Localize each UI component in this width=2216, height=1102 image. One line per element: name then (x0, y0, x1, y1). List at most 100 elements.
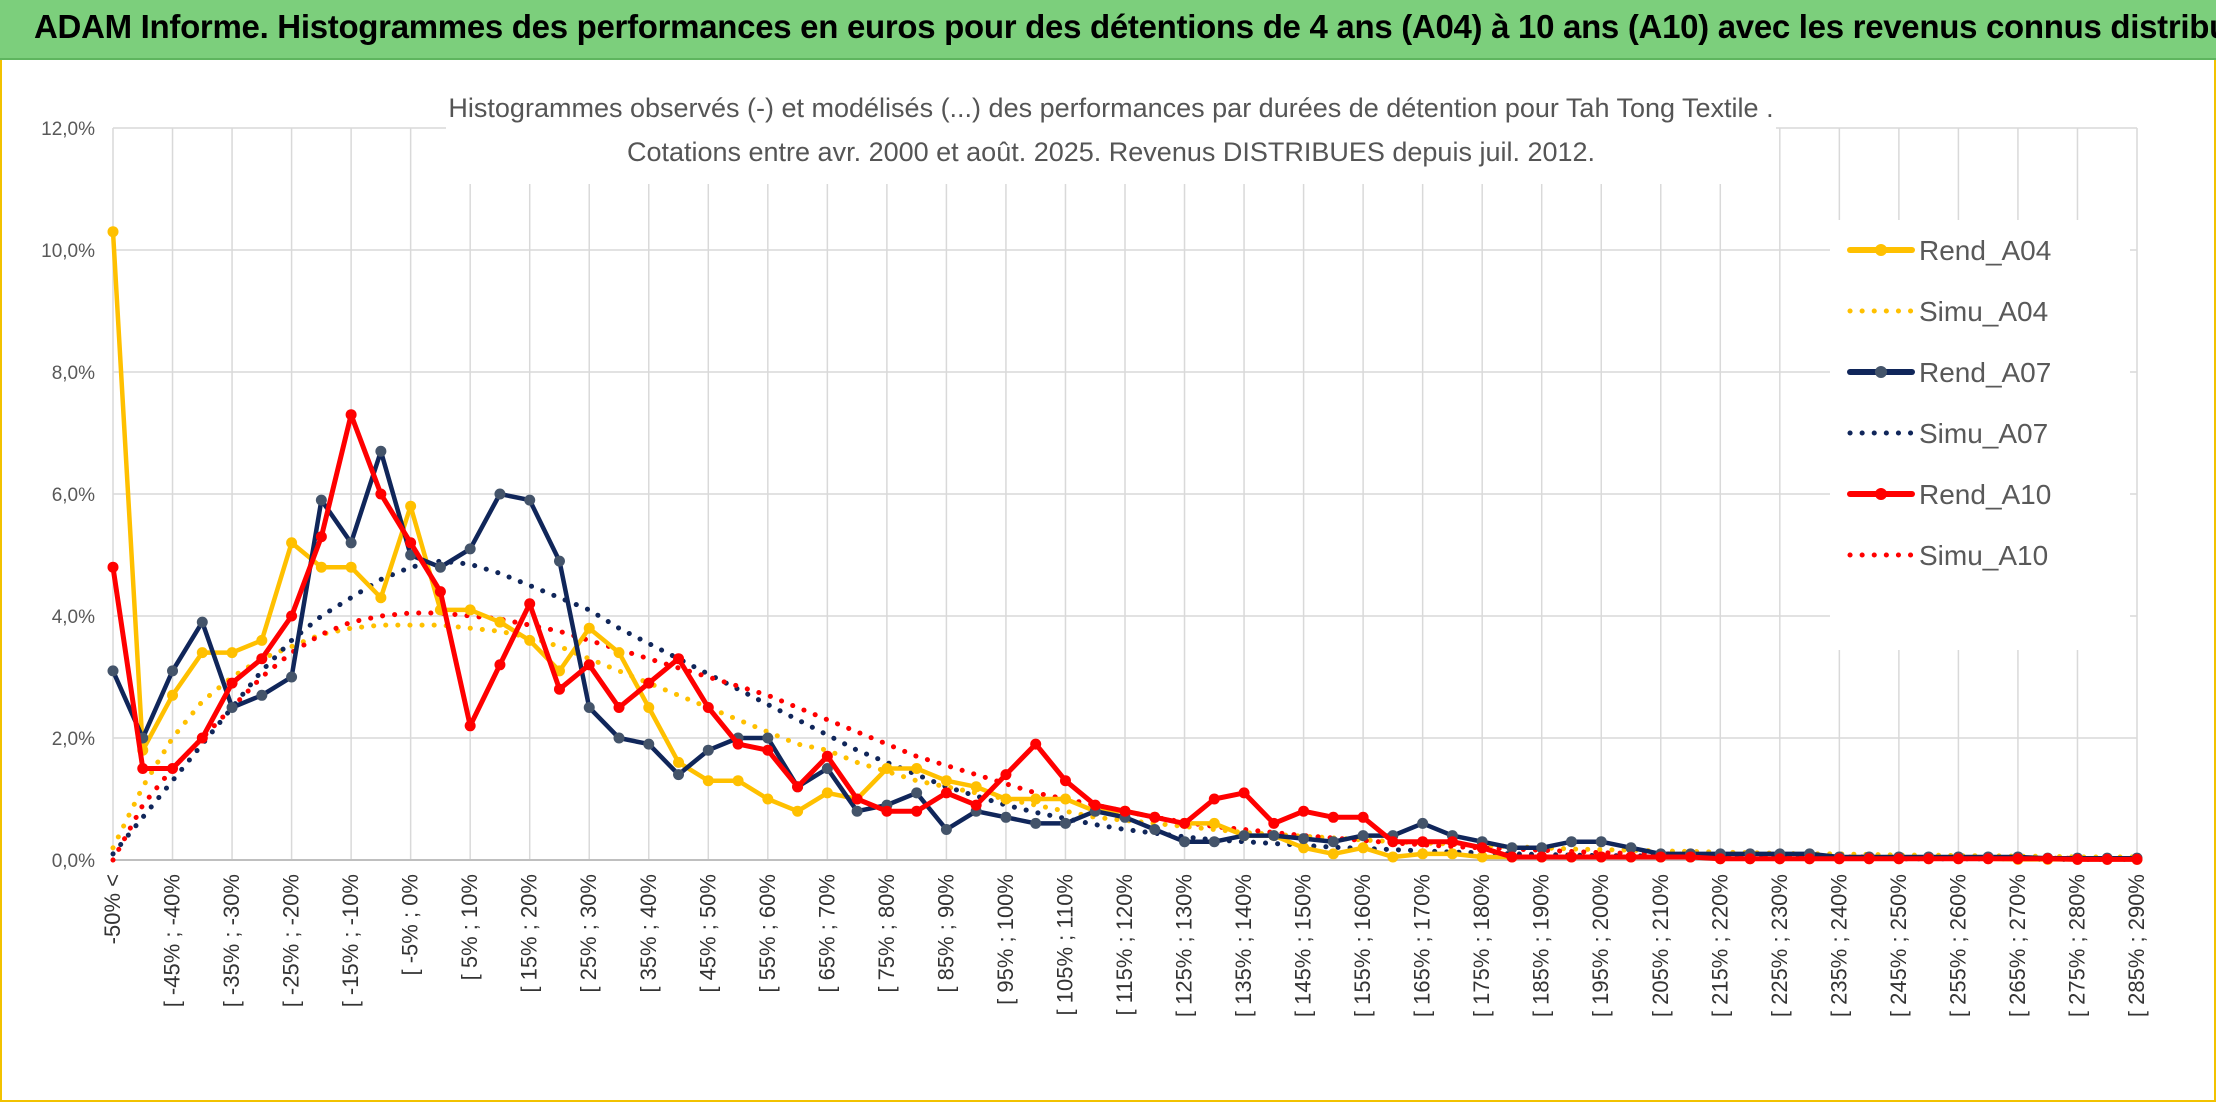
x-tick-label: [ 105% ; 110% (1052, 874, 1077, 1015)
data-point (792, 781, 804, 793)
data-point (1119, 805, 1131, 817)
data-point (2071, 853, 2083, 865)
legend-label: Rend_A10 (1919, 479, 2051, 510)
data-point (256, 653, 268, 665)
data-point (583, 702, 595, 713)
data-point (911, 787, 923, 799)
y-tick-label: 0,0% (52, 851, 95, 872)
data-point (1298, 805, 1310, 817)
data-point (1030, 793, 1042, 805)
data-point (226, 702, 238, 713)
x-tick-label: [ 255% ; 260% (1945, 874, 1970, 1017)
legend-label: Rend_A07 (1919, 357, 2051, 388)
data-point (762, 793, 774, 805)
data-point (1030, 817, 1042, 829)
x-tick-label: [ 285% ; 290% (2124, 874, 2149, 1017)
data-point (1417, 836, 1429, 848)
x-tick-label: [ -5% ; 0% (398, 874, 423, 975)
data-point (851, 793, 863, 805)
x-tick-label: [ 165% ; 170% (1410, 874, 1435, 1017)
data-point (1238, 787, 1250, 799)
data-point (1327, 811, 1339, 823)
data-point (167, 689, 179, 701)
data-point (673, 653, 685, 665)
data-point (107, 665, 119, 677)
x-tick-label: [ 115% ; 120% (1112, 874, 1137, 1015)
data-point (1565, 836, 1577, 848)
data-point (345, 561, 357, 573)
data-point (613, 732, 625, 744)
x-tick-label: [ 75% ; 80% (874, 874, 899, 993)
data-point (464, 720, 476, 732)
data-point (107, 561, 119, 573)
y-tick-label: 8,0% (52, 363, 95, 384)
legend-label: Rend_A04 (1919, 235, 2051, 266)
x-tick-label: [ 95% ; 100% (993, 874, 1018, 1005)
data-point (196, 647, 208, 659)
data-point (1446, 848, 1458, 860)
data-point (494, 488, 506, 500)
data-point (970, 799, 982, 811)
data-point (1327, 836, 1339, 848)
x-tick-label: [ 215% ; 220% (1707, 874, 1732, 1017)
data-point (1030, 738, 1042, 750)
data-point (494, 659, 506, 671)
x-tick-label: [ 45% ; 50% (695, 874, 720, 993)
data-point (1804, 853, 1816, 865)
data-point (375, 488, 387, 500)
data-point (286, 610, 298, 622)
data-point (1387, 836, 1399, 848)
data-point (1000, 811, 1012, 823)
x-tick-label: [ 135% ; 140% (1231, 874, 1256, 1017)
data-point (1685, 851, 1697, 863)
data-point (1238, 830, 1250, 842)
legend-box (1830, 220, 2130, 650)
data-point (1863, 853, 1875, 865)
y-tick-label: 4,0% (52, 607, 95, 628)
data-point (732, 738, 744, 750)
data-point (1655, 851, 1667, 863)
data-point (1774, 853, 1786, 865)
data-point (1357, 842, 1369, 854)
data-point (405, 500, 417, 512)
data-point (881, 763, 893, 774)
x-tick-label: [ 155% ; 160% (1350, 874, 1375, 1017)
x-tick-label: [ -15% ; -10% (338, 874, 363, 1007)
data-point (1417, 817, 1429, 829)
legend-label: Simu_A10 (1919, 540, 2048, 571)
data-point (1298, 833, 1310, 845)
data-point (1327, 848, 1339, 860)
x-tick-label: [ -35% ; -30% (219, 874, 244, 1007)
data-point (434, 561, 446, 573)
report-banner: ADAM Informe. Histogrammes des performan… (0, 0, 2216, 60)
data-point (1268, 817, 1280, 829)
data-point (286, 537, 298, 549)
chart-title-line-2: Cotations entre avr. 2000 et août. 2025.… (627, 137, 1595, 167)
data-point (1059, 793, 1071, 805)
data-point (940, 787, 952, 799)
data-point (673, 756, 685, 768)
data-point (613, 702, 625, 713)
legend-label: Simu_A07 (1919, 418, 2048, 449)
data-point (1298, 842, 1310, 854)
data-point (1923, 853, 1935, 865)
data-point (851, 805, 863, 817)
data-point (256, 634, 268, 646)
x-tick-label: [ 235% ; 240% (1826, 874, 1851, 1017)
data-point (1893, 853, 1905, 865)
data-point (1833, 853, 1845, 865)
data-point (1625, 851, 1637, 863)
data-point (196, 616, 208, 628)
data-point (434, 586, 446, 598)
legend-label: Simu_A04 (1919, 296, 2048, 327)
data-point (1387, 851, 1399, 863)
x-tick-label: [ 185% ; 190% (1529, 874, 1554, 1017)
x-tick-label: [ -25% ; -20% (279, 874, 304, 1007)
data-point (107, 226, 119, 238)
data-point (643, 702, 655, 713)
x-tick-label: [ 5% ; 10% (457, 874, 482, 980)
x-tick-label: [ 225% ; 230% (1767, 874, 1792, 1017)
data-point (1059, 817, 1071, 829)
data-point (1208, 793, 1220, 805)
data-point (405, 537, 417, 549)
